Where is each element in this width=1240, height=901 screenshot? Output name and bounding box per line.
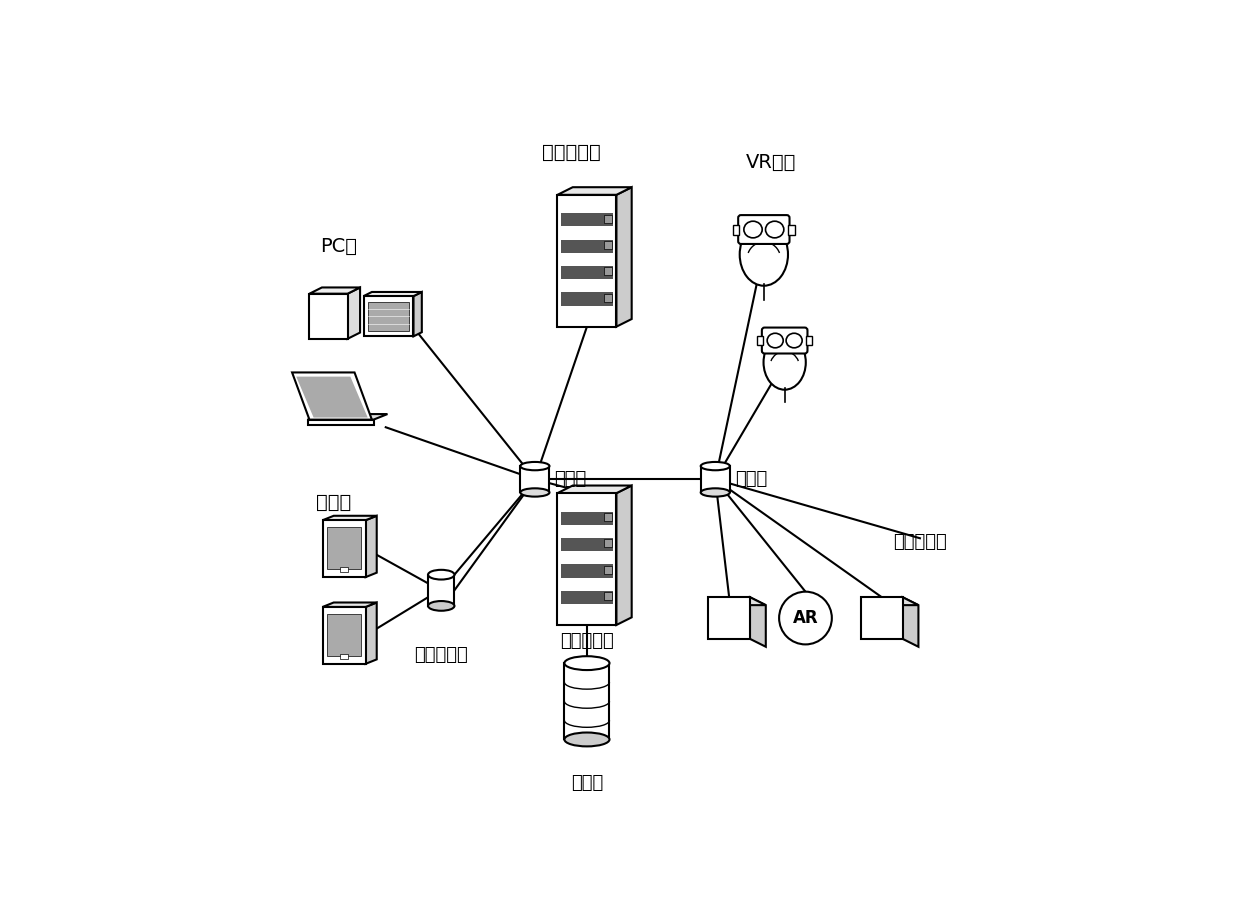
Ellipse shape: [701, 488, 730, 496]
Bar: [604, 268, 613, 276]
Bar: [558, 195, 616, 327]
Bar: [564, 663, 610, 740]
Ellipse shape: [428, 601, 454, 611]
Ellipse shape: [744, 222, 763, 238]
Polygon shape: [296, 377, 368, 417]
Polygon shape: [363, 292, 422, 296]
FancyBboxPatch shape: [738, 215, 790, 244]
Polygon shape: [560, 293, 613, 305]
Polygon shape: [616, 187, 631, 327]
Text: 交换机: 交换机: [735, 470, 768, 488]
Text: 交换机: 交换机: [554, 470, 587, 488]
Ellipse shape: [564, 656, 610, 670]
Bar: [708, 597, 750, 639]
Polygon shape: [293, 372, 372, 420]
Ellipse shape: [521, 462, 549, 470]
Polygon shape: [708, 597, 766, 605]
Polygon shape: [903, 597, 919, 647]
Bar: [322, 520, 366, 578]
Text: 网络连接器: 网络连接器: [414, 646, 469, 664]
Polygon shape: [347, 287, 360, 339]
Bar: [322, 607, 366, 664]
Text: 其它服务器: 其它服务器: [560, 632, 614, 650]
Bar: [558, 493, 616, 625]
Ellipse shape: [564, 733, 610, 746]
Text: 移动端: 移动端: [316, 493, 352, 512]
Text: PC端: PC端: [320, 236, 357, 256]
Polygon shape: [560, 214, 613, 226]
Bar: [806, 336, 812, 345]
Bar: [521, 466, 549, 493]
Bar: [310, 294, 347, 339]
Polygon shape: [560, 266, 613, 279]
Polygon shape: [560, 240, 613, 253]
Bar: [733, 224, 739, 234]
Polygon shape: [861, 597, 919, 605]
Polygon shape: [366, 515, 377, 578]
Polygon shape: [310, 287, 360, 294]
Bar: [789, 224, 795, 234]
Ellipse shape: [764, 335, 806, 390]
Bar: [604, 592, 613, 600]
Polygon shape: [560, 512, 613, 524]
Text: VR设备: VR设备: [745, 153, 796, 172]
Ellipse shape: [765, 222, 784, 238]
Bar: [604, 294, 613, 302]
Polygon shape: [558, 187, 631, 195]
Ellipse shape: [701, 462, 730, 470]
Bar: [758, 336, 763, 345]
Bar: [363, 296, 413, 336]
Bar: [340, 654, 348, 659]
Ellipse shape: [521, 488, 549, 496]
Polygon shape: [750, 597, 766, 647]
Polygon shape: [322, 515, 377, 520]
Circle shape: [779, 592, 832, 644]
Ellipse shape: [786, 333, 802, 348]
Bar: [327, 527, 361, 569]
Ellipse shape: [768, 333, 784, 348]
Bar: [604, 513, 613, 521]
Polygon shape: [413, 292, 422, 336]
Bar: [428, 575, 454, 605]
Bar: [604, 214, 613, 223]
Bar: [861, 597, 903, 639]
Bar: [327, 614, 361, 656]
Polygon shape: [366, 603, 377, 664]
Bar: [604, 566, 613, 574]
Ellipse shape: [740, 223, 787, 286]
Polygon shape: [558, 486, 631, 493]
Text: 功能服务器: 功能服务器: [542, 142, 600, 162]
Polygon shape: [560, 564, 613, 578]
Bar: [368, 302, 409, 331]
Bar: [604, 241, 613, 249]
Polygon shape: [322, 603, 377, 607]
Ellipse shape: [428, 569, 454, 579]
Bar: [308, 420, 373, 425]
Bar: [604, 540, 613, 547]
Text: 数据库: 数据库: [570, 774, 603, 792]
Polygon shape: [560, 591, 613, 604]
Text: 其它连接端: 其它连接端: [893, 532, 947, 551]
Bar: [340, 568, 348, 572]
FancyBboxPatch shape: [761, 328, 807, 353]
Text: AR: AR: [792, 609, 818, 627]
Polygon shape: [616, 486, 631, 625]
Polygon shape: [308, 414, 387, 420]
Polygon shape: [560, 538, 613, 551]
Bar: [701, 466, 730, 493]
